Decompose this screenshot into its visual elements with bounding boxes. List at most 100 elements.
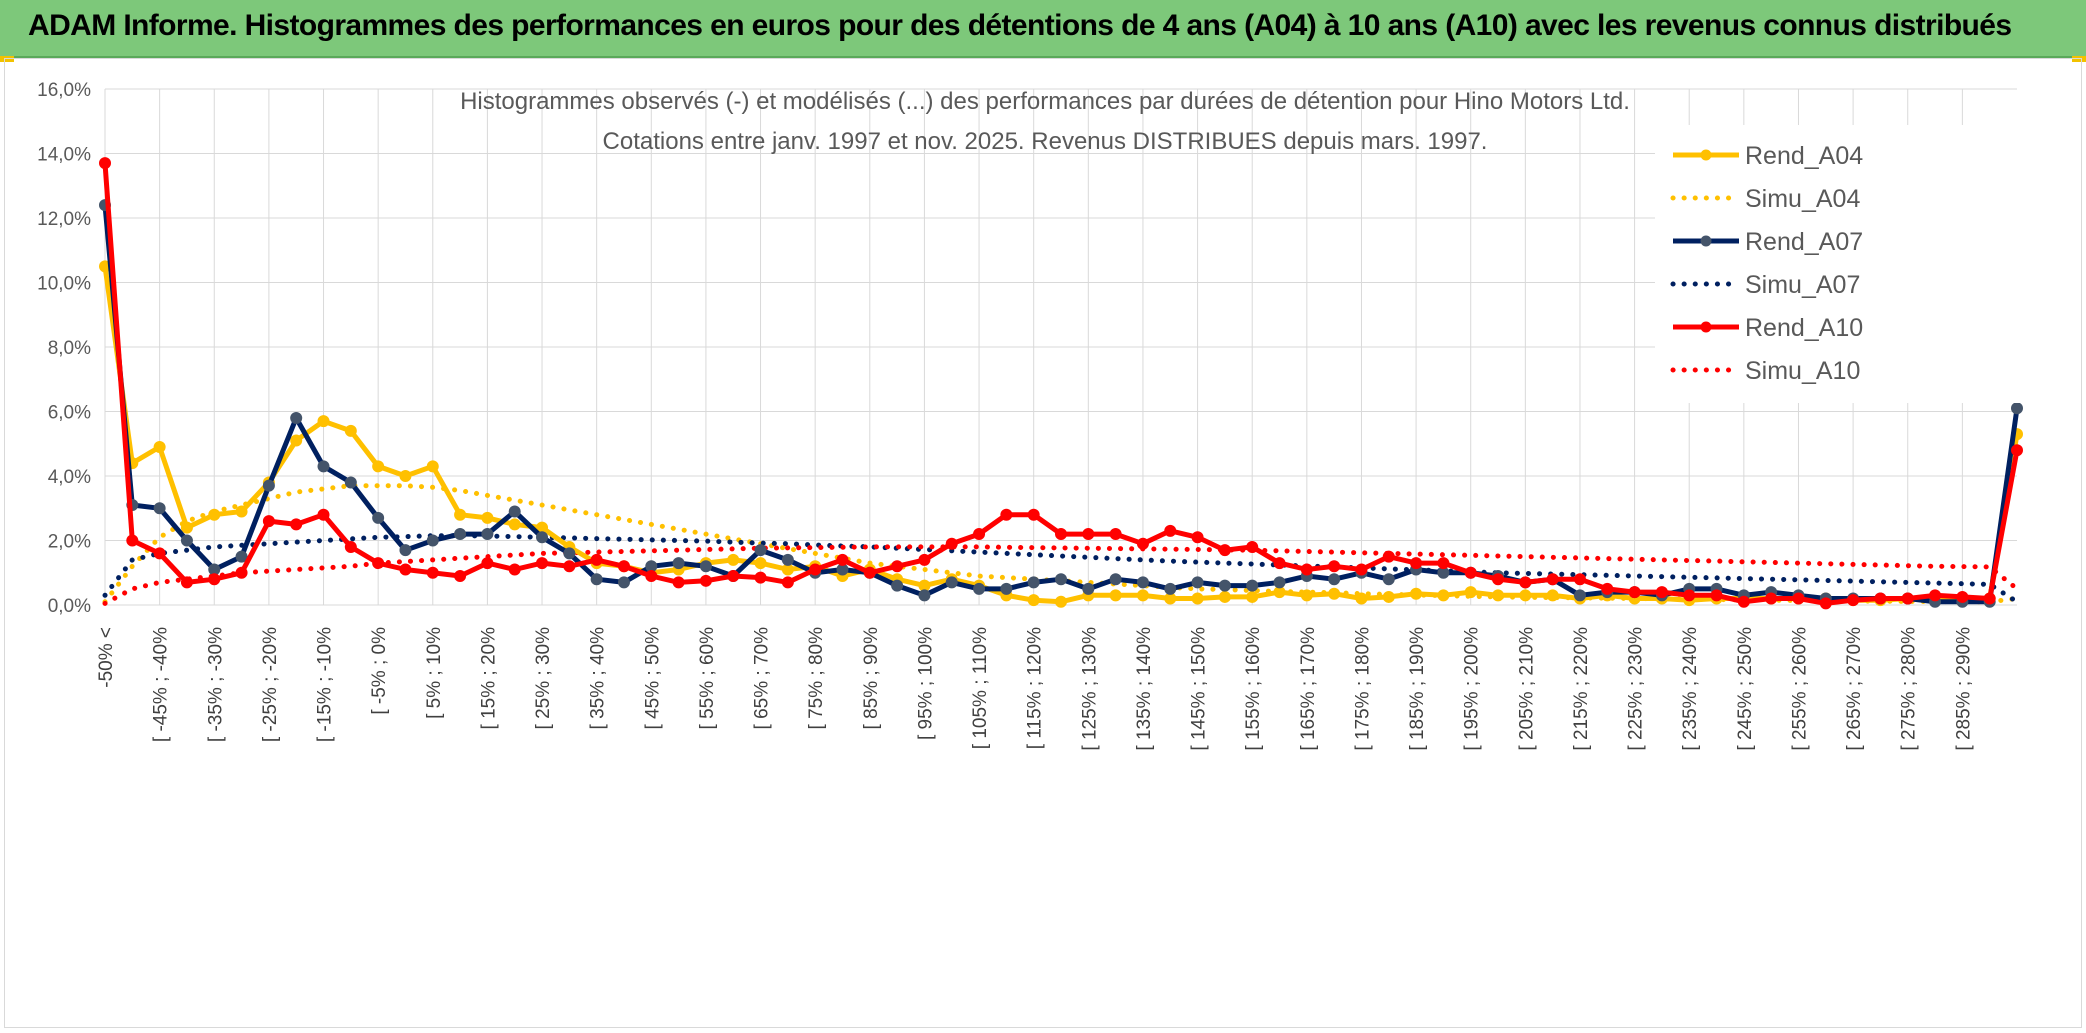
legend-label: Simu_A04 bbox=[1745, 185, 1860, 213]
x-tick-label: [ 115% ; 120% bbox=[1025, 627, 1046, 749]
data-point-rend_a07 bbox=[153, 502, 166, 515]
x-tick-label: [ 75% ; 80% bbox=[806, 627, 827, 730]
data-point-rend_a07 bbox=[1109, 573, 1122, 586]
x-tick-label: [ 5% ; 10% bbox=[424, 627, 445, 719]
data-point-rend_a04 bbox=[1410, 587, 1423, 600]
legend-box bbox=[1655, 125, 2025, 403]
data-point-rend_a10 bbox=[781, 576, 794, 589]
data-point-rend_a07 bbox=[781, 553, 794, 566]
data-point-rend_a10 bbox=[1601, 582, 1614, 595]
data-point-rend_a07 bbox=[891, 579, 904, 592]
data-point-rend_a07 bbox=[2011, 402, 2023, 415]
legend-label: Simu_A10 bbox=[1745, 357, 1860, 385]
data-point-rend_a07 bbox=[563, 547, 576, 560]
data-point-rend_a04 bbox=[754, 557, 767, 570]
data-point-rend_a07 bbox=[290, 411, 303, 424]
x-tick-label: [ -25% ; -20% bbox=[260, 627, 281, 742]
data-point-rend_a10 bbox=[891, 560, 904, 573]
data-point-rend_a10 bbox=[945, 537, 958, 550]
data-point-rend_a07 bbox=[235, 550, 248, 563]
data-point-rend_a10 bbox=[1655, 586, 1668, 599]
data-point-rend_a07 bbox=[1382, 573, 1395, 586]
data-point-rend_a04 bbox=[1437, 589, 1450, 602]
data-point-rend_a10 bbox=[2011, 444, 2023, 457]
data-point-rend_a10 bbox=[1136, 537, 1149, 550]
data-point-rend_a04 bbox=[454, 508, 467, 521]
data-point-rend_a07 bbox=[1136, 576, 1149, 589]
data-point-rend_a10 bbox=[99, 157, 111, 170]
data-point-rend_a10 bbox=[809, 563, 822, 576]
data-point-rend_a10 bbox=[1519, 576, 1532, 589]
corner-mark-left bbox=[0, 56, 14, 62]
data-point-rend_a07 bbox=[672, 557, 685, 570]
legend-label: Simu_A07 bbox=[1745, 271, 1860, 299]
data-point-rend_a10 bbox=[399, 563, 412, 576]
y-tick-label: 16,0% bbox=[37, 80, 91, 101]
data-point-rend_a04 bbox=[1519, 589, 1532, 602]
data-point-rend_a10 bbox=[1382, 550, 1395, 563]
data-point-rend_a07 bbox=[699, 560, 712, 573]
data-point-rend_a04 bbox=[1109, 589, 1122, 602]
data-point-rend_a07 bbox=[590, 573, 603, 586]
data-point-rend_a10 bbox=[1901, 592, 1914, 605]
data-point-rend_a07 bbox=[918, 589, 931, 602]
data-point-rend_a07 bbox=[1328, 573, 1341, 586]
data-point-rend_a10 bbox=[1410, 557, 1423, 570]
data-point-rend_a04 bbox=[481, 511, 494, 524]
data-point-rend_a07 bbox=[1218, 579, 1231, 592]
y-tick-label: 0,0% bbox=[48, 596, 91, 617]
data-point-rend_a10 bbox=[126, 534, 139, 547]
legend-marker bbox=[1700, 235, 1712, 247]
data-point-rend_a04 bbox=[1218, 590, 1231, 603]
data-point-rend_a10 bbox=[645, 569, 658, 582]
data-point-rend_a07 bbox=[973, 582, 986, 595]
data-point-rend_a10 bbox=[1847, 594, 1860, 607]
x-tick-label: [ 245% ; 250% bbox=[1735, 627, 1756, 751]
data-point-rend_a10 bbox=[1191, 531, 1204, 544]
chart-frame: 0,0% 2,0% 4,0% 6,0% 8,0% 10,0% 12,0% 14,0% 16,0%… bbox=[4, 58, 2082, 1028]
data-point-rend_a04 bbox=[153, 440, 166, 453]
data-point-rend_a10 bbox=[1164, 524, 1177, 537]
data-point-rend_a10 bbox=[699, 574, 712, 587]
x-tick-label: [ 275% ; 280% bbox=[1899, 627, 1920, 751]
data-point-rend_a10 bbox=[973, 528, 986, 541]
x-tick-label: [ 165% ; 170% bbox=[1298, 627, 1319, 751]
data-point-rend_a04 bbox=[180, 521, 193, 534]
x-tick-label: [ 225% ; 230% bbox=[1626, 627, 1647, 751]
x-tick-label: [ 285% ; 290% bbox=[1953, 627, 1974, 751]
header-banner: ADAM Informe. Histogrammes des performan… bbox=[0, 0, 2086, 59]
data-point-rend_a10 bbox=[1000, 508, 1013, 521]
data-point-rend_a10 bbox=[317, 508, 330, 521]
data-point-rend_a10 bbox=[1573, 573, 1586, 586]
data-point-rend_a10 bbox=[426, 566, 439, 579]
x-tick-label: [ 145% ; 150% bbox=[1189, 627, 1210, 751]
x-tick-label: [ 265% ; 270% bbox=[1844, 627, 1865, 751]
data-point-rend_a04 bbox=[727, 553, 740, 566]
data-point-rend_a10 bbox=[1492, 573, 1505, 586]
data-point-rend_a10 bbox=[1055, 528, 1067, 541]
histogram-chart: 0,0% 2,0% 4,0% 6,0% 8,0% 10,0% 12,0% 14,0% 16,0%… bbox=[37, 80, 2025, 751]
data-point-rend_a07 bbox=[1027, 576, 1040, 589]
y-tick-label: 12,0% bbox=[37, 209, 91, 230]
data-point-rend_a04 bbox=[1246, 590, 1259, 603]
x-tick-label: [ 255% ; 260% bbox=[1789, 627, 1810, 751]
data-point-rend_a04 bbox=[317, 415, 330, 428]
data-point-rend_a07 bbox=[344, 476, 357, 489]
data-point-rend_a10 bbox=[1082, 528, 1095, 541]
legend-label: Rend_A07 bbox=[1745, 228, 1863, 256]
x-tick-label: [ 125% ; 130% bbox=[1079, 627, 1100, 751]
x-tick-label: [ 35% ; 40% bbox=[588, 627, 609, 730]
data-point-rend_a10 bbox=[1792, 592, 1805, 605]
data-point-rend_a10 bbox=[1546, 573, 1559, 586]
data-point-rend_a10 bbox=[290, 518, 303, 531]
legend-label: Rend_A04 bbox=[1745, 142, 1863, 170]
data-point-rend_a10 bbox=[1683, 589, 1696, 602]
data-point-rend_a07 bbox=[426, 534, 439, 547]
data-point-rend_a10 bbox=[344, 540, 357, 553]
x-tick-label: [ 85% ; 90% bbox=[861, 627, 882, 730]
data-point-rend_a10 bbox=[1109, 528, 1122, 541]
data-point-rend_a04 bbox=[290, 434, 303, 447]
data-point-rend_a10 bbox=[1355, 563, 1368, 576]
x-tick-label: [ 65% ; 70% bbox=[752, 627, 773, 730]
